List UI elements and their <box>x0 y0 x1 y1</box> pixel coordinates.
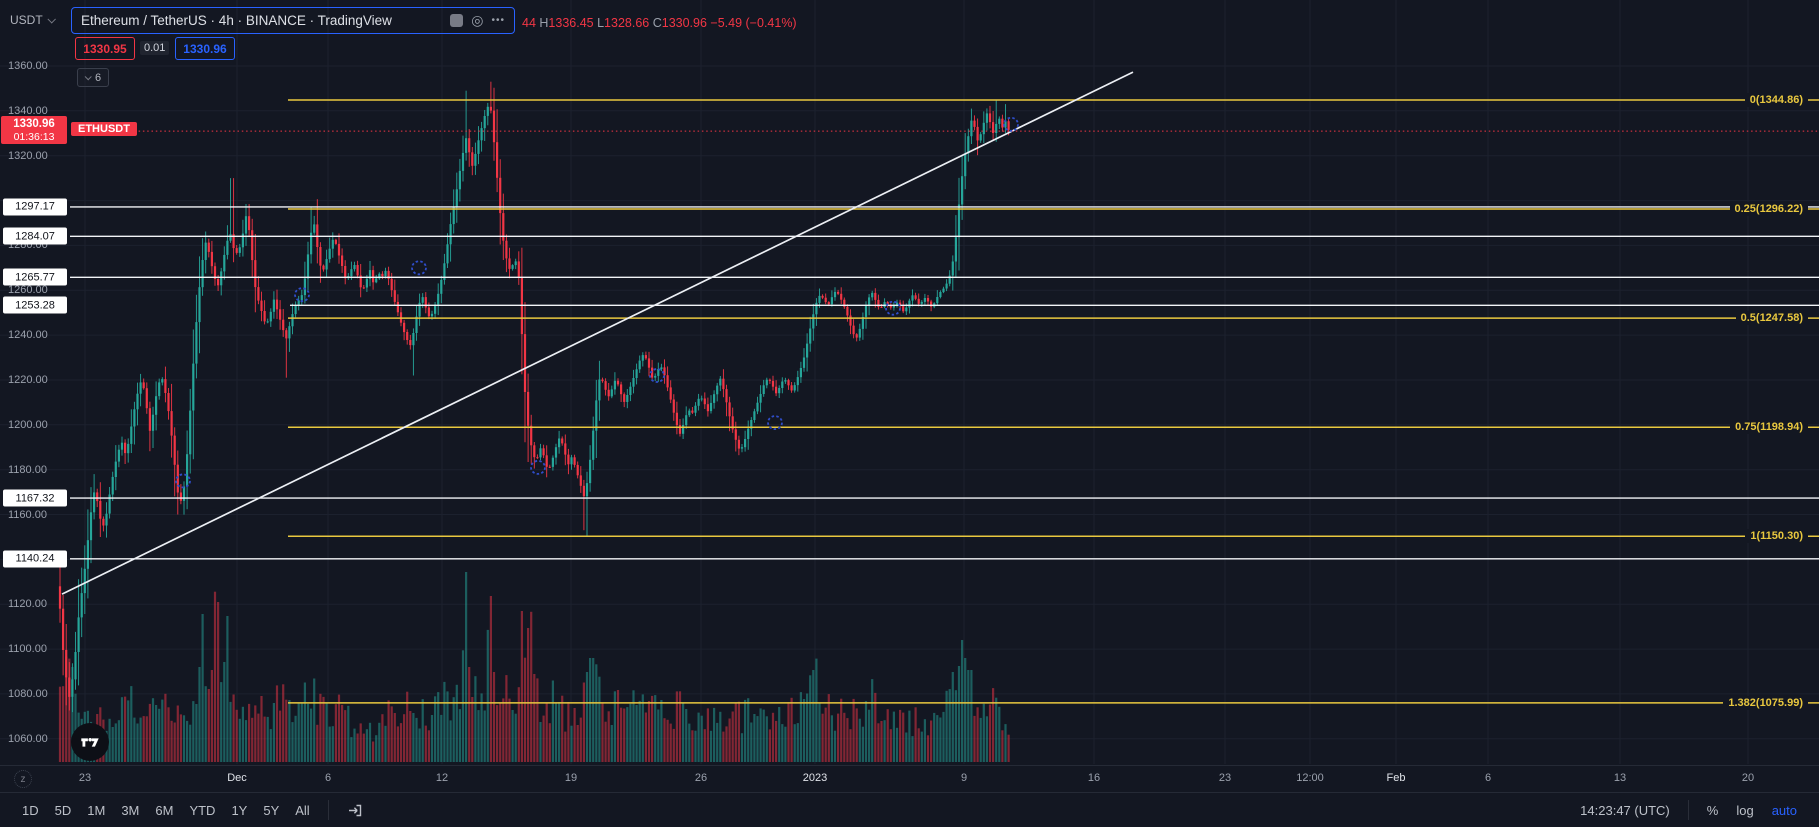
price-tick-label: 1220.00 <box>8 373 48 386</box>
time-tick-label: 12 <box>435 772 449 784</box>
candle-countdown: 01:36:13 <box>13 131 55 144</box>
time-axis[interactable]: z 23 Dec 6 12 19 26 2023 9 16 23 12:00 Feb 6 13 20 <box>0 765 1819 792</box>
range-button-1y[interactable]: 1Y <box>231 802 248 818</box>
sell-price-button[interactable]: 1330.95 <box>75 37 135 60</box>
date-range-switcher: 1D 5D 1M 3M 6M YTD 1Y 5Y All <box>14 799 318 822</box>
fib-level-label: 1(1150.30) <box>1745 529 1808 544</box>
price-tick-label: 1360.00 <box>8 60 48 72</box>
time-tick-label: 6 <box>324 772 332 784</box>
ohlc-low-value: 1328.66 <box>604 16 650 30</box>
object-count: 6 <box>94 71 102 84</box>
time-tick-label: 12:00 <box>1296 772 1324 784</box>
time-tick-label: 26 <box>694 772 708 784</box>
fib-level-label: 0.75(1198.94) <box>1730 420 1808 435</box>
range-button-1d[interactable]: 1D <box>22 802 39 818</box>
symbol-legend-box[interactable]: Ethereum / TetherUS · 4h · BINANCE · Tra… <box>71 7 515 34</box>
line-price-label: 1297.17 <box>3 198 67 216</box>
ohlc-legend: 44 H1336.45 L1328.66 C1330.96 −5.49 (−0.… <box>522 16 797 30</box>
line-price-label: 1284.07 <box>3 227 67 245</box>
ohlc-close-value: 1330.96 <box>661 16 707 30</box>
fib-level-label: 0.25(1296.22) <box>1729 202 1808 217</box>
go-to-date-icon <box>348 804 361 816</box>
fib-level-label: 0(1344.86) <box>1744 92 1808 107</box>
go-to-date-button[interactable] <box>339 798 372 823</box>
range-button-1m[interactable]: 1M <box>87 802 106 818</box>
time-tick-label: Feb <box>1386 772 1406 784</box>
range-button-6m[interactable]: 6M <box>155 802 174 818</box>
price-tick-label: 1320.00 <box>8 149 48 162</box>
time-tick-label: 19 <box>564 772 578 784</box>
tradingview-logo[interactable] <box>71 723 109 761</box>
price-tick-label: 1340.00 <box>8 104 48 117</box>
spread-value: 0.01 <box>140 41 170 55</box>
ohlc-high-label: H <box>539 16 549 30</box>
toolbar-divider <box>1687 800 1689 820</box>
timezone-button[interactable]: z <box>14 770 32 788</box>
eye-icon[interactable]: ◎ <box>471 12 484 28</box>
ohlc-low-label: L <box>597 16 605 30</box>
range-button-ytd[interactable]: YTD <box>189 802 216 818</box>
time-tick-label: 2023 <box>802 772 828 784</box>
price-tick-label: 1180.00 <box>8 463 47 476</box>
range-button-all[interactable]: All <box>295 802 310 818</box>
flag-icon[interactable] <box>450 14 464 27</box>
current-price-label: 1330.96 01:36:13 <box>1 116 67 145</box>
chevron-down-icon <box>84 73 92 81</box>
time-tick-label: 6 <box>1484 772 1492 784</box>
clock-utc[interactable]: 14:23:47 (UTC) <box>1580 802 1670 818</box>
price-tick-label: 1200.00 <box>8 418 48 431</box>
line-price-label: 1167.32 <box>3 489 67 507</box>
toolbar-divider <box>327 800 329 820</box>
time-tick-label: 23 <box>78 772 92 784</box>
ohlc-high-value: 1336.45 <box>548 16 594 30</box>
range-button-5d[interactable]: 5D <box>54 802 72 818</box>
tradingview-logo-glyph <box>81 738 99 747</box>
time-tick-label: 16 <box>1087 772 1101 784</box>
price-axis[interactable]: 1360.00 1340.00 1320.00 1280.00 1260.00 1240.… <box>0 0 70 765</box>
price-scale-currency-toggle[interactable]: USDT <box>10 13 56 27</box>
ohlc-change-value: −5.49 (−0.41%) <box>710 16 797 30</box>
symbol-title: Ethereum / TetherUS · 4h · BINANCE · Tra… <box>81 13 392 28</box>
price-tick-label: 1100.00 <box>8 643 47 656</box>
toolbar-right-group: 14:23:47 (UTC) % log auto <box>1572 799 1805 822</box>
symbol-price-tag: ETHUSDT <box>71 122 137 137</box>
time-tick-label: Dec <box>227 772 247 784</box>
time-tick-label: 9 <box>960 772 968 784</box>
current-price-value: 1330.96 <box>13 118 55 131</box>
price-tick-label: 1120.00 <box>8 598 47 611</box>
price-tick-label: 1240.00 <box>8 329 48 342</box>
buy-price-button[interactable]: 1330.96 <box>175 37 235 60</box>
log-scale-button[interactable]: log <box>1736 802 1754 818</box>
bottom-toolbar: 1D 5D 1M 3M 6M YTD 1Y 5Y All 14:23:47 (UTC) % lo… <box>0 792 1819 827</box>
fib-level-label: 0.5(1247.58) <box>1735 311 1808 326</box>
ohlc-close-label: C <box>652 16 662 30</box>
range-button-3m[interactable]: 3M <box>121 802 140 818</box>
price-tick-label: 1160.00 <box>8 508 47 521</box>
price-tick-label: 1080.00 <box>8 687 48 700</box>
price-tick-label: 1060.00 <box>8 732 48 745</box>
time-tick-label: 20 <box>1741 772 1755 784</box>
object-tree-count-badge[interactable]: 6 <box>77 68 109 87</box>
percent-scale-button[interactable]: % <box>1706 802 1719 818</box>
line-price-label: 1253.28 <box>3 296 67 314</box>
ohlc-open-partial: 44 <box>522 16 536 30</box>
time-tick-label: 13 <box>1613 772 1627 784</box>
line-price-label: 1265.77 <box>3 268 67 286</box>
range-button-5y[interactable]: 5Y <box>263 802 280 818</box>
line-price-label: 1140.24 <box>3 550 67 568</box>
currency-label: USDT <box>10 13 43 27</box>
time-tick-label: 23 <box>1218 772 1232 784</box>
price-tick-label: 1260.00 <box>8 284 48 297</box>
auto-scale-button[interactable]: auto <box>1771 802 1797 818</box>
fib-level-label: 1.382(1075.99) <box>1723 695 1808 710</box>
more-options-icon[interactable]: ••• <box>491 15 505 26</box>
